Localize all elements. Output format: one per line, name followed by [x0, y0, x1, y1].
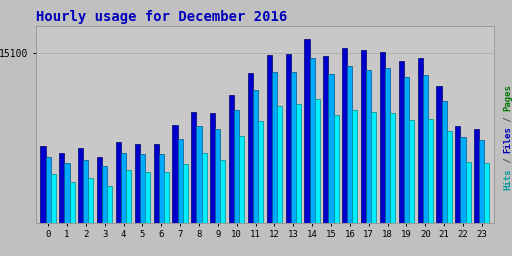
Bar: [305, 39, 310, 223]
Bar: [215, 129, 220, 223]
Bar: [361, 50, 366, 223]
Bar: [140, 154, 145, 223]
Bar: [173, 125, 178, 223]
Bar: [310, 58, 315, 223]
Bar: [178, 139, 183, 223]
Bar: [51, 174, 56, 223]
Bar: [380, 51, 385, 223]
Bar: [385, 68, 390, 223]
Bar: [78, 148, 83, 223]
Bar: [347, 66, 352, 223]
Bar: [191, 112, 197, 223]
Bar: [352, 110, 357, 223]
Bar: [455, 126, 460, 223]
Bar: [248, 73, 253, 223]
Bar: [65, 163, 70, 223]
Bar: [102, 166, 107, 223]
Bar: [409, 120, 414, 223]
Text: Hourly usage for December 2016: Hourly usage for December 2016: [36, 10, 287, 24]
Bar: [484, 163, 489, 223]
Bar: [371, 112, 376, 223]
Bar: [154, 144, 159, 223]
Bar: [229, 95, 234, 223]
Bar: [446, 132, 452, 223]
Bar: [107, 186, 112, 223]
Bar: [267, 55, 272, 223]
Bar: [83, 160, 89, 223]
Bar: [366, 70, 371, 223]
Bar: [40, 146, 46, 223]
Bar: [164, 172, 169, 223]
Text: Files: Files: [503, 126, 512, 153]
Bar: [135, 144, 140, 223]
Bar: [390, 113, 395, 223]
Bar: [333, 115, 338, 223]
Bar: [342, 48, 347, 223]
Bar: [277, 105, 282, 223]
Text: /: /: [503, 152, 512, 168]
Bar: [272, 72, 277, 223]
Bar: [315, 99, 319, 223]
Bar: [97, 157, 102, 223]
Bar: [253, 90, 258, 223]
Bar: [399, 60, 404, 223]
Bar: [436, 87, 441, 223]
Bar: [328, 74, 333, 223]
Bar: [70, 182, 75, 223]
Bar: [210, 113, 215, 223]
Bar: [441, 101, 446, 223]
Bar: [258, 121, 263, 223]
Bar: [418, 58, 423, 223]
Text: /: /: [503, 111, 512, 127]
Bar: [145, 172, 150, 223]
Bar: [121, 153, 126, 223]
Bar: [323, 56, 328, 223]
Bar: [423, 75, 428, 223]
Bar: [234, 110, 239, 223]
Bar: [474, 129, 479, 223]
Bar: [296, 104, 301, 223]
Bar: [126, 170, 131, 223]
Bar: [404, 77, 409, 223]
Bar: [220, 160, 225, 223]
Bar: [59, 153, 65, 223]
Bar: [202, 153, 207, 223]
Bar: [159, 154, 164, 223]
Text: Hits: Hits: [503, 168, 512, 190]
Bar: [89, 178, 94, 223]
Bar: [479, 141, 484, 223]
Bar: [465, 162, 471, 223]
Bar: [183, 164, 188, 223]
Bar: [46, 157, 51, 223]
Bar: [291, 72, 296, 223]
Bar: [428, 119, 433, 223]
Bar: [239, 136, 244, 223]
Bar: [116, 142, 121, 223]
Bar: [197, 126, 202, 223]
Bar: [286, 54, 291, 223]
Text: Pages: Pages: [503, 84, 512, 111]
Bar: [460, 137, 465, 223]
